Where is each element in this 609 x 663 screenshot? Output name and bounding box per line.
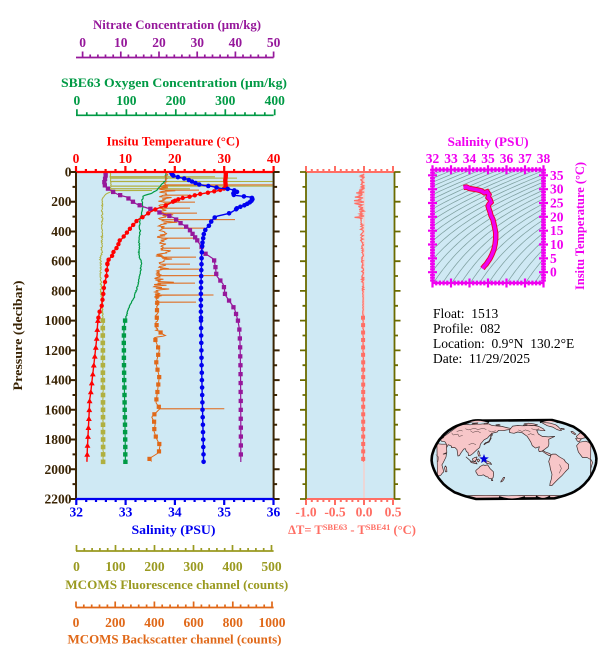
svg-text:200: 200	[51, 194, 72, 209]
svg-text:40: 40	[229, 35, 243, 50]
svg-text:32: 32	[70, 505, 84, 520]
svg-text:100: 100	[105, 559, 126, 574]
svg-text:30: 30	[550, 182, 564, 197]
svg-text:600: 600	[51, 254, 72, 269]
svg-text:500: 500	[261, 559, 282, 574]
svg-text:34: 34	[168, 505, 182, 520]
svg-text:40: 40	[267, 151, 281, 166]
svg-text:800: 800	[51, 283, 72, 298]
svg-text:600: 600	[183, 615, 204, 630]
svg-text:400: 400	[51, 224, 72, 239]
svg-text:300: 300	[183, 559, 204, 574]
svg-text:2200: 2200	[45, 492, 72, 507]
svg-text:33: 33	[119, 505, 133, 520]
svg-text:1000: 1000	[259, 615, 286, 630]
svg-text:30: 30	[190, 35, 204, 50]
svg-text:2000: 2000	[45, 462, 72, 477]
svg-text:1200: 1200	[45, 343, 72, 358]
svg-text:Insitu Temperature (°C): Insitu Temperature (°C)	[107, 134, 240, 149]
svg-text:Salinity (PSU): Salinity (PSU)	[132, 522, 216, 537]
svg-text:20: 20	[168, 151, 182, 166]
svg-text:32: 32	[426, 151, 440, 166]
svg-text:50: 50	[267, 35, 281, 50]
svg-text:35: 35	[217, 505, 231, 520]
svg-text:Float: 1513: Float: 1513	[433, 306, 499, 321]
svg-text:1000: 1000	[45, 313, 72, 328]
svg-text:ΔT= TSBE63 - TSBE41 (°C): ΔT= TSBE63 - TSBE41 (°C)	[288, 522, 416, 537]
svg-text:33: 33	[444, 151, 458, 166]
svg-text:-1.0: -1.0	[295, 505, 317, 520]
svg-text:Salinity (PSU): Salinity (PSU)	[448, 134, 529, 149]
svg-text:10: 10	[119, 151, 133, 166]
svg-text:400: 400	[222, 559, 243, 574]
svg-text:0: 0	[73, 615, 80, 630]
svg-text:Profile: 082: Profile: 082	[433, 321, 501, 336]
svg-text:0: 0	[550, 265, 557, 280]
svg-text:-0.5: -0.5	[324, 505, 346, 520]
svg-text:20: 20	[550, 209, 564, 224]
svg-text:800: 800	[223, 615, 244, 630]
svg-text:37: 37	[518, 151, 532, 166]
svg-text:400: 400	[144, 615, 165, 630]
svg-text:1600: 1600	[45, 402, 72, 417]
svg-text:25: 25	[550, 196, 564, 211]
svg-text:200: 200	[166, 93, 187, 108]
svg-text:10: 10	[114, 35, 128, 50]
svg-text:0.5: 0.5	[385, 505, 402, 520]
svg-text:0.0: 0.0	[356, 505, 373, 520]
svg-text:36: 36	[267, 505, 281, 520]
svg-text:400: 400	[265, 93, 286, 108]
svg-text:0: 0	[73, 559, 80, 574]
svg-text:34: 34	[463, 151, 477, 166]
svg-text:20: 20	[152, 35, 166, 50]
svg-text:10: 10	[550, 237, 564, 252]
svg-text:30: 30	[217, 151, 231, 166]
svg-text:35: 35	[481, 151, 495, 166]
svg-text:Pressure (decibar): Pressure (decibar)	[10, 281, 25, 391]
svg-text:200: 200	[105, 615, 126, 630]
svg-text:Nitrate Concentration (μm/kg): Nitrate Concentration (μm/kg)	[93, 17, 261, 32]
svg-text:100: 100	[116, 93, 137, 108]
svg-text:15: 15	[550, 223, 564, 238]
svg-text:0: 0	[79, 35, 86, 50]
svg-text:38: 38	[537, 151, 551, 166]
svg-text:200: 200	[144, 559, 165, 574]
svg-text:MCOMS Backscatter channel (cou: MCOMS Backscatter channel (counts)	[68, 632, 282, 647]
svg-text:300: 300	[215, 93, 236, 108]
svg-text:Location: 0.9°N 130.2°E: Location: 0.9°N 130.2°E	[433, 336, 574, 351]
svg-text:1800: 1800	[45, 432, 72, 447]
svg-text:35: 35	[550, 168, 564, 183]
svg-text:5: 5	[550, 251, 557, 266]
svg-text:0: 0	[73, 151, 80, 166]
svg-text:SBE63 Oxygen Concentration (μm: SBE63 Oxygen Concentration (μm/kg)	[61, 75, 287, 90]
svg-text:Date: 11/29/2025: Date: 11/29/2025	[433, 351, 530, 366]
svg-text:0: 0	[65, 165, 72, 180]
svg-text:MCOMS Fluorescence channel (co: MCOMS Fluorescence channel (counts)	[65, 577, 288, 592]
svg-text:0: 0	[74, 93, 81, 108]
svg-text:36: 36	[500, 151, 514, 166]
svg-text:1400: 1400	[45, 373, 72, 388]
svg-text:Insitu Temperature (°C): Insitu Temperature (°C)	[572, 162, 587, 290]
